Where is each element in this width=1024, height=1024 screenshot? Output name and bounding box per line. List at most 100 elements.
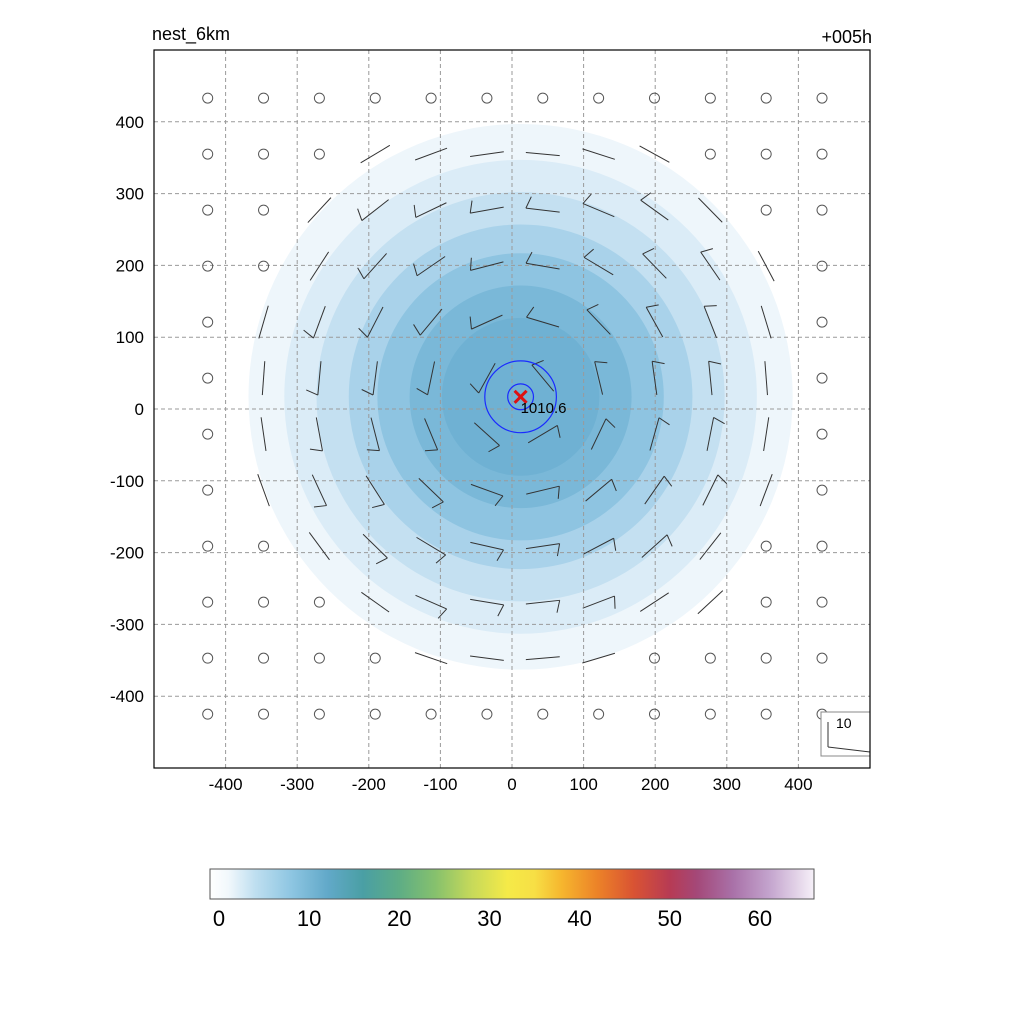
calm-circle — [704, 92, 716, 104]
calm-circle — [816, 92, 828, 104]
calm-circle — [816, 652, 828, 664]
vector-key-label: 10 — [836, 715, 852, 731]
calm-circle — [202, 260, 214, 272]
calm-circle — [816, 316, 828, 328]
wind-barb — [418, 477, 444, 503]
wind-barb — [470, 541, 504, 551]
vector-key: 10 — [820, 711, 870, 757]
wind-barb — [525, 262, 560, 270]
calm-circle — [760, 708, 772, 720]
calm-circle — [313, 596, 325, 608]
wind-barb — [309, 251, 330, 281]
wind-barb-flag — [372, 503, 385, 509]
colorbar: 0 10 20 30 40 50 60 — [209, 868, 815, 931]
calm-circle — [313, 92, 325, 104]
wind-barb — [757, 250, 775, 282]
wind-barb-flag — [717, 474, 728, 485]
y-tick-label: -200 — [110, 544, 144, 563]
calm-circle — [258, 708, 270, 720]
wind-barb — [641, 534, 668, 558]
wind-barb — [526, 316, 560, 328]
wind-barb-flag — [605, 418, 616, 428]
wind-barb — [470, 151, 504, 157]
calm-circle — [258, 596, 270, 608]
calm-circle — [202, 148, 214, 160]
calm-circle — [202, 428, 214, 440]
wind-barb-flag — [713, 417, 725, 425]
wind-barb-flag — [525, 196, 532, 209]
plot-area: 1010.6 10 — [154, 50, 870, 768]
wind-vectors — [202, 92, 828, 720]
wind-barb-flag — [556, 425, 561, 438]
y-tick-label: 100 — [116, 328, 144, 347]
calm-circle — [369, 708, 381, 720]
calm-circle — [648, 708, 660, 720]
colorbar-tick-label: 40 — [567, 906, 591, 931]
calm-circle — [816, 260, 828, 272]
wind-barb-flag — [526, 306, 535, 318]
wind-barb-flag — [663, 475, 673, 487]
calm-circle — [202, 316, 214, 328]
wind-barb — [708, 361, 713, 396]
y-tick-label: -400 — [110, 687, 144, 706]
calm-circle — [202, 652, 214, 664]
wind-barb — [307, 197, 332, 223]
calm-circle — [816, 428, 828, 440]
wind-barb-flag — [358, 327, 368, 338]
calm-circle — [760, 148, 772, 160]
wind-barb — [361, 591, 390, 613]
calm-circle — [760, 540, 772, 552]
calm-circle — [704, 652, 716, 664]
y-tick-label: 400 — [116, 113, 144, 132]
grid-lines — [154, 50, 870, 768]
wind-barb — [645, 307, 664, 338]
wind-barb-flag — [613, 538, 617, 551]
x-tick-label: 300 — [713, 775, 741, 794]
wind-barb-flag — [357, 267, 365, 280]
colorbar-tick-label: 10 — [297, 906, 321, 931]
calm-circle — [537, 92, 549, 104]
wind-barb-flag — [704, 305, 717, 307]
wind-barb — [313, 306, 326, 339]
wind-barb — [372, 361, 378, 396]
wind-barb — [470, 261, 504, 271]
wind-barb — [582, 148, 615, 160]
wind-barb — [367, 306, 384, 338]
wind-barb — [414, 147, 448, 161]
colorbar-scale — [209, 868, 815, 900]
x-tick-label: 0 — [507, 775, 516, 794]
wind-barb — [470, 655, 504, 661]
wind-barb-flag — [469, 383, 480, 394]
wind-barb — [257, 473, 270, 507]
wind-barb-flag — [424, 449, 438, 452]
wind-barb-flag — [646, 304, 659, 308]
calm-circle — [537, 708, 549, 720]
wind-barb-flag — [469, 316, 472, 330]
wind-barb-flag — [700, 248, 714, 253]
wind-barb-flag — [640, 192, 652, 201]
wind-barb — [531, 364, 555, 392]
wind-barb — [697, 590, 724, 615]
x-tick-label: -200 — [352, 775, 386, 794]
wind-barb-flag — [586, 303, 599, 311]
wind-barb-flag — [525, 251, 533, 264]
wind-barb — [471, 314, 503, 330]
wind-barb — [370, 417, 380, 451]
chart-title-right: +005h — [821, 27, 872, 47]
wind-barb — [586, 309, 611, 335]
colorbar-tick-label: 0 — [213, 906, 225, 931]
calm-circle — [816, 540, 828, 552]
x-axis: -400 -300 -200 -100 0 100 200 300 400 — [209, 775, 813, 794]
chart-title-left: nest_6km — [152, 24, 230, 45]
wind-barb-flag — [652, 360, 665, 365]
wind-barb-flag — [469, 257, 472, 271]
wind-barb — [308, 532, 330, 561]
wind-barb-flag — [642, 247, 655, 255]
wind-barb-flag — [313, 505, 327, 508]
wind-barb-flag — [437, 608, 448, 619]
calm-circle — [704, 148, 716, 160]
wind-barb — [427, 361, 436, 395]
wind-barb — [414, 652, 448, 665]
wind-barb-flag — [306, 389, 319, 396]
